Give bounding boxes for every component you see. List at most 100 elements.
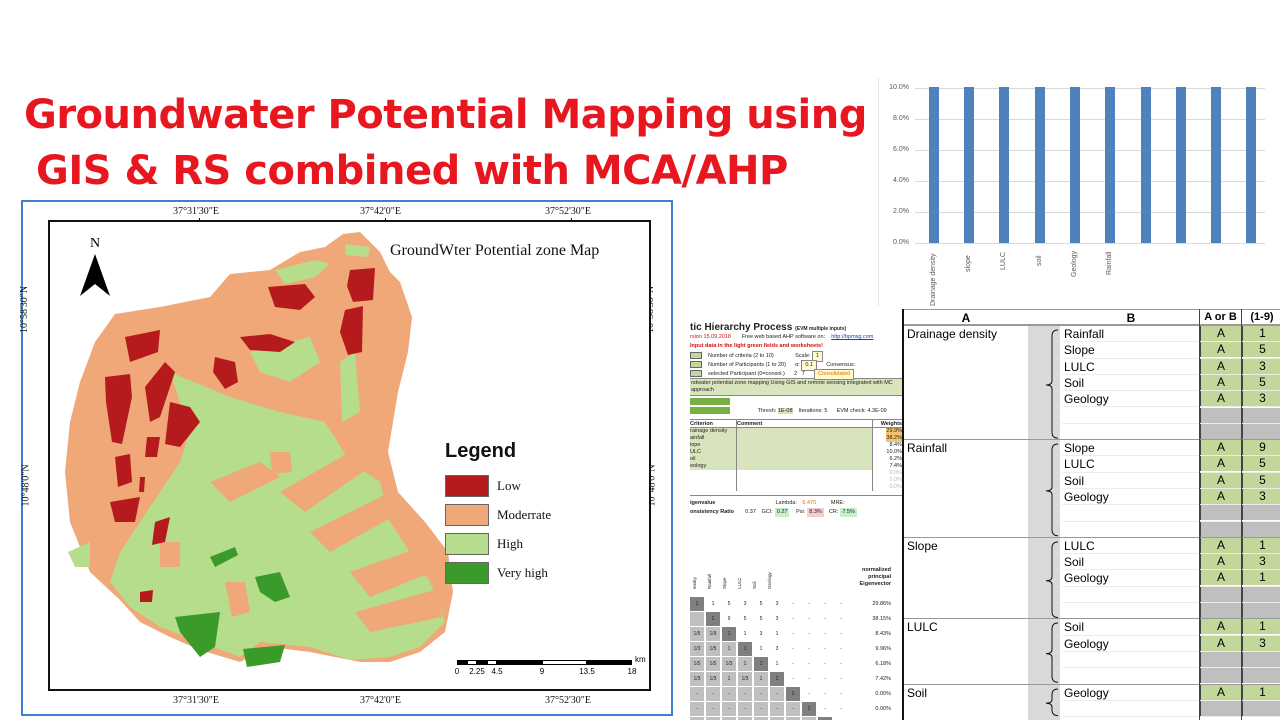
- matrix-cell: -: [834, 687, 849, 702]
- scale-label: 18: [627, 667, 637, 676]
- a-or-b-cell[interactable]: A: [1200, 570, 1241, 586]
- matrix-cell: -: [786, 627, 801, 642]
- intensity-cell[interactable]: 5: [1242, 342, 1280, 358]
- a-or-b-cell[interactable]: A: [1200, 374, 1241, 390]
- intensity-cell[interactable]: 9: [1242, 440, 1280, 456]
- north-arrow-icon: [80, 254, 110, 296]
- intensity-cell[interactable]: 5: [1242, 456, 1280, 472]
- matrix-cell: -: [834, 612, 849, 627]
- matrix-cell: 5: [738, 612, 753, 627]
- intensity-cell[interactable]: [1242, 407, 1280, 423]
- a-or-b-cell[interactable]: [1200, 407, 1241, 423]
- intensity-cell[interactable]: 3: [1242, 358, 1280, 374]
- scale-label: 4.5: [491, 667, 503, 676]
- a-or-b-cell[interactable]: [1200, 603, 1241, 619]
- intensity-cell[interactable]: 3: [1242, 554, 1280, 570]
- consolidated-field[interactable]: Consolidated: [813, 369, 855, 380]
- legend-swatch-low: [445, 474, 489, 497]
- matrix-cell: 1: [786, 687, 801, 702]
- criterion-a-label: Soil: [907, 685, 928, 700]
- criterion-b-label: LULC: [1064, 359, 1095, 374]
- a-or-b-cell[interactable]: [1200, 505, 1241, 521]
- table-row: [1062, 423, 1280, 441]
- table-row: [1062, 586, 1280, 604]
- intensity-cell[interactable]: 1: [1242, 619, 1280, 635]
- legend-item-high: High: [445, 529, 551, 558]
- brace-icon: [1045, 688, 1059, 716]
- map-canvas[interactable]: GroundWter Potential zone Map N Legend L…: [48, 220, 651, 691]
- a-or-b-cell[interactable]: A: [1200, 537, 1241, 553]
- chart-bar: [929, 87, 939, 243]
- eigenvector-column: 29.86% 38.15% 8.43% 9.96% 6.18% 7.42% 0.…: [872, 601, 891, 712]
- a-or-b-cell[interactable]: A: [1200, 554, 1241, 570]
- matrix-cell: -: [818, 642, 833, 657]
- intensity-cell[interactable]: [1242, 521, 1280, 537]
- table-row: [1062, 521, 1280, 538]
- legend-label-high: High: [497, 535, 523, 551]
- matrix-cell: -: [690, 687, 705, 702]
- matrix-cell: 1/3: [738, 672, 753, 687]
- legend-label-low: Low: [497, 477, 521, 493]
- map-title: GroundWter Potential zone Map: [390, 242, 600, 259]
- intensity-cell[interactable]: [1242, 586, 1280, 602]
- matrix-cell: -: [802, 627, 817, 642]
- intensity-cell[interactable]: [1242, 505, 1280, 521]
- intensity-cell[interactable]: [1242, 603, 1280, 619]
- intensity-cell[interactable]: 1: [1242, 570, 1280, 586]
- a-or-b-cell[interactable]: A: [1200, 456, 1241, 472]
- matrix-cell: 1: [770, 672, 785, 687]
- x-tick-label: Geology: [1071, 250, 1078, 277]
- a-or-b-cell[interactable]: [1200, 700, 1241, 716]
- a-or-b-cell[interactable]: [1200, 521, 1241, 537]
- project-description: ndwater potential zone mapping Using GIS…: [690, 378, 902, 396]
- a-or-b-cell[interactable]: [1200, 651, 1241, 667]
- y-tick-label: 4.0%: [893, 177, 909, 184]
- intensity-cell[interactable]: 5: [1242, 472, 1280, 488]
- brace-icon: [1045, 329, 1059, 439]
- a-or-b-cell[interactable]: A: [1200, 391, 1241, 407]
- col-header-scale: (1-9): [1250, 311, 1274, 323]
- legend-label-moderate: Moderrate: [497, 506, 552, 522]
- intensity-cell[interactable]: 3: [1242, 488, 1280, 504]
- a-or-b-cell[interactable]: A: [1200, 472, 1241, 488]
- a-or-b-cell[interactable]: A: [1200, 488, 1241, 504]
- intensity-cell[interactable]: 5: [1242, 374, 1280, 390]
- intensity-cell[interactable]: 1: [1242, 684, 1280, 700]
- chart-bar: [1246, 87, 1256, 243]
- intensity-cell[interactable]: [1242, 700, 1280, 716]
- scale-label: 0: [454, 667, 460, 676]
- a-or-b-cell[interactable]: A: [1200, 342, 1241, 358]
- bpmsg-link[interactable]: http://bpmsg.com: [831, 334, 874, 340]
- a-or-b-cell[interactable]: A: [1200, 635, 1241, 651]
- intensity-cell[interactable]: [1242, 423, 1280, 439]
- matrix-cell: 1: [738, 627, 753, 642]
- matrix-cell: 1: [690, 597, 705, 612]
- a-or-b-cell[interactable]: A: [1200, 440, 1241, 456]
- map-legend: Legend Low Moderrate High Very high: [445, 440, 551, 587]
- a-or-b-cell[interactable]: [1200, 586, 1241, 602]
- matrix-cell: 1/3: [722, 657, 737, 672]
- scale-label: 13.5: [579, 667, 595, 676]
- matrix-cell: -: [738, 717, 753, 720]
- criterion-group: Soil Geology A 1: [904, 683, 1280, 718]
- intensity-cell[interactable]: 3: [1242, 391, 1280, 407]
- a-or-b-cell[interactable]: A: [1200, 619, 1241, 635]
- matrix-cell: -: [706, 702, 721, 717]
- intensity-cell[interactable]: [1242, 668, 1280, 684]
- criterion-group: LULC Soil A 1 Geology A 3: [904, 618, 1280, 685]
- intensity-cell[interactable]: 1: [1242, 326, 1280, 341]
- intensity-cell[interactable]: 1: [1242, 537, 1280, 553]
- a-or-b-cell[interactable]: A: [1200, 326, 1241, 341]
- matrix-cell: -: [818, 627, 833, 642]
- matrix-cell: -: [770, 702, 785, 717]
- a-or-b-cell[interactable]: A: [1200, 684, 1241, 700]
- intensity-cell[interactable]: [1242, 651, 1280, 667]
- matrix-cell: 1/5: [706, 642, 721, 657]
- a-or-b-cell[interactable]: [1200, 423, 1241, 439]
- a-or-b-cell[interactable]: A: [1200, 358, 1241, 374]
- intensity-cell[interactable]: 3: [1242, 635, 1280, 651]
- pairwise-input-table: A B A or B (1-9) Drainage density Rainfal…: [902, 309, 1280, 720]
- a-or-b-cell[interactable]: [1200, 668, 1241, 684]
- matrix-cell: 3: [770, 642, 785, 657]
- scale-input[interactable]: 1: [811, 351, 824, 362]
